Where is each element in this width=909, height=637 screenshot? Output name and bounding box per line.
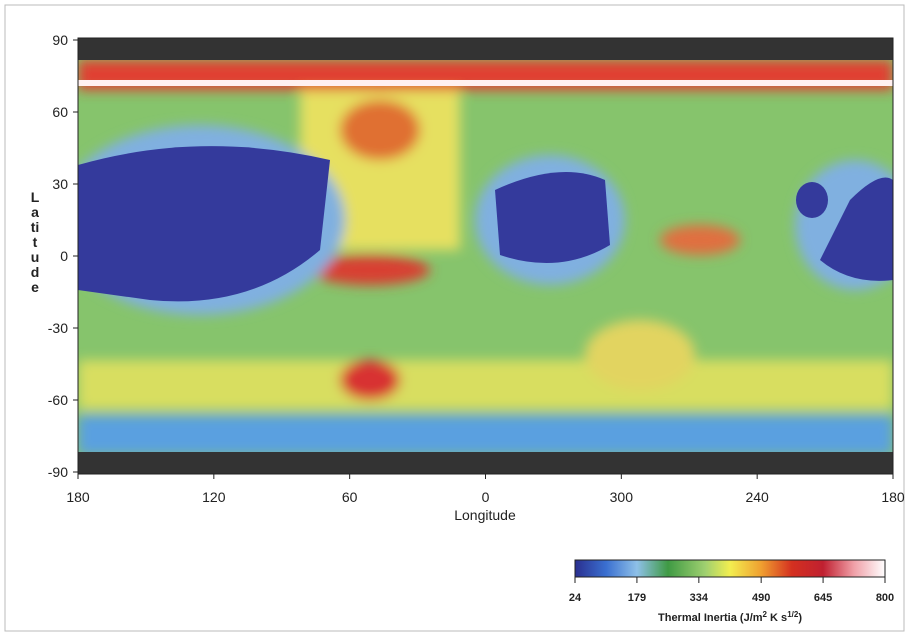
x-tick-label: 180: [881, 489, 905, 505]
y-tick-label: 0: [60, 248, 68, 264]
colorbar-tick-label: 645: [814, 592, 832, 604]
thermal-inertia-map: [78, 38, 893, 474]
colorbar: [574, 559, 886, 578]
y-tick-label: -60: [48, 392, 68, 408]
label-superscript: 2: [763, 610, 768, 619]
colorbar-tick-label: 490: [752, 592, 770, 604]
colorbar-tick-label: 24: [569, 592, 582, 604]
colorbar-label: Thermal Inertia (J/m2 K s1/2): [658, 610, 802, 624]
label-part: Thermal Inertia (J/m: [658, 612, 763, 624]
x-axis-label: Longitude: [454, 507, 516, 523]
x-tick-label: 240: [745, 489, 769, 505]
y-tick-label: 30: [52, 176, 68, 192]
x-tick-label: 0: [482, 489, 490, 505]
colorbar-tick-label: 179: [628, 592, 646, 604]
x-tick-label: 180: [66, 489, 90, 505]
x-tick-label: 120: [202, 489, 226, 505]
x-tick-label: 60: [342, 489, 358, 505]
label-superscript: 1/2: [787, 610, 799, 619]
y-axis-label: Latitude: [30, 189, 40, 295]
frame: [4, 4, 905, 632]
y-tick-label: -30: [48, 320, 68, 336]
label-part: K s: [767, 612, 787, 624]
colorbar-tick-label: 800: [876, 592, 894, 604]
x-tick-label: 300: [610, 489, 634, 505]
label-part: ): [798, 612, 802, 624]
y-tick-label: -90: [48, 464, 68, 480]
y-tick-label: 90: [52, 32, 68, 48]
colorbar-tick-label: 334: [690, 592, 709, 604]
y-tick-label: 60: [52, 104, 68, 120]
